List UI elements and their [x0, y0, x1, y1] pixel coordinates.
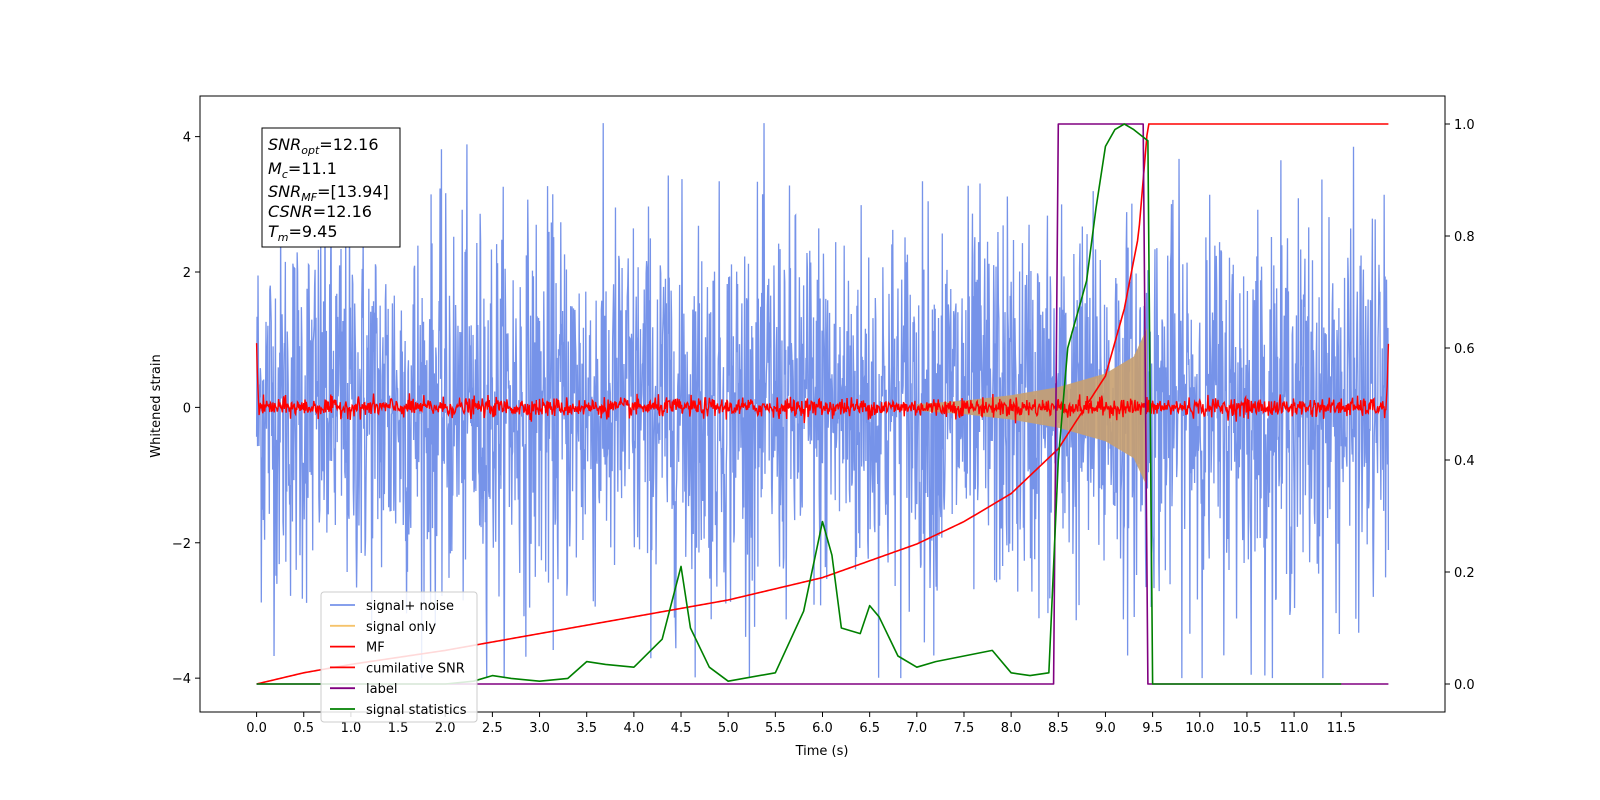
y-tick-label: 0 — [183, 401, 191, 416]
series-signal-noise — [255, 123, 1390, 679]
info-csnr: CSNR=12.16 — [268, 202, 372, 221]
y-tick-label: 4 — [183, 131, 191, 146]
x-tick-label: 4.5 — [671, 721, 692, 736]
x-tick-label: 6.5 — [859, 721, 880, 736]
x-tick-label: 3.5 — [576, 721, 597, 736]
y-axis-right: 1.0 0.8 0.6 0.4 0.2 0.0 — [1445, 118, 1475, 693]
legend-label: MF — [366, 641, 385, 656]
x-tick-label: 11.0 — [1280, 721, 1309, 736]
legend-label: signal only — [366, 620, 436, 635]
legend-label: label — [366, 682, 397, 697]
info-snr-opt: SNRopt=12.16 — [268, 135, 379, 157]
x-tick-label: 8.5 — [1048, 721, 1069, 736]
x-tick-label: 7.5 — [954, 721, 975, 736]
x-tick-label: 8.0 — [1001, 721, 1022, 736]
legend-label: signal+ noise — [366, 599, 454, 614]
y2-tick-label: 0.8 — [1454, 230, 1475, 245]
legend-frame — [320, 591, 478, 723]
legend-label: cumilative SNR — [366, 661, 465, 676]
info-box-frame — [261, 127, 401, 248]
x-tick-label: 0.0 — [246, 721, 267, 736]
legend: signal+ noise signal only MF cumilative SNR… — [320, 591, 478, 723]
x-tick-label: 1.0 — [341, 721, 362, 736]
y-tick-label: 2 — [183, 266, 191, 281]
x-tick-label: 10.5 — [1232, 721, 1261, 736]
x-tick-label: 0.5 — [293, 721, 314, 736]
y2-tick-label: 0.0 — [1454, 678, 1475, 693]
legend-label: signal statistics — [366, 703, 467, 718]
x-tick-label: 9.5 — [1142, 721, 1163, 736]
info-mc: Mc=11.1 — [268, 159, 337, 181]
x-axis: 0.0 0.5 1.0 1.5 2.0 2.5 3.0 3.5 4.0 4.5 5.0 5.5 6.0 6… — [246, 712, 1356, 736]
x-tick-label: 3.0 — [529, 721, 550, 736]
y2-tick-label: 0.2 — [1454, 566, 1475, 581]
x-tick-label: 7.0 — [906, 721, 927, 736]
y2-tick-label: 0.4 — [1454, 454, 1475, 469]
y-tick-label: −4 — [172, 672, 191, 687]
series-signal-statistics — [256, 123, 1342, 685]
y-tick-label: −2 — [172, 537, 191, 552]
series-mf — [255, 343, 1390, 424]
info-snr-mf: SNRMF=[13.94] — [268, 182, 389, 204]
x-axis-label: Time (s) — [795, 744, 849, 759]
y2-tick-label: 0.6 — [1454, 342, 1475, 357]
x-tick-label: 11.5 — [1327, 721, 1356, 736]
y-axis-left: 4 2 0 −2 −4 — [172, 131, 200, 687]
x-tick-label: 6.0 — [812, 721, 833, 736]
info-box: SNRopt=12.16 Mc=11.1 SNRMF=[13.94] CSNR=… — [261, 127, 401, 248]
y2-tick-label: 1.0 — [1454, 118, 1475, 133]
x-tick-label: 1.5 — [388, 721, 409, 736]
y-axis-label: Whitened strain — [149, 354, 164, 457]
x-tick-label: 2.0 — [435, 721, 456, 736]
x-tick-label: 2.5 — [482, 721, 503, 736]
info-tm: Tm=9.45 — [268, 222, 338, 244]
x-tick-label: 4.0 — [624, 721, 645, 736]
x-tick-label: 9.0 — [1095, 721, 1116, 736]
x-tick-label: 5.5 — [765, 721, 786, 736]
x-tick-label: 10.0 — [1185, 721, 1214, 736]
x-tick-label: 5.0 — [718, 721, 739, 736]
